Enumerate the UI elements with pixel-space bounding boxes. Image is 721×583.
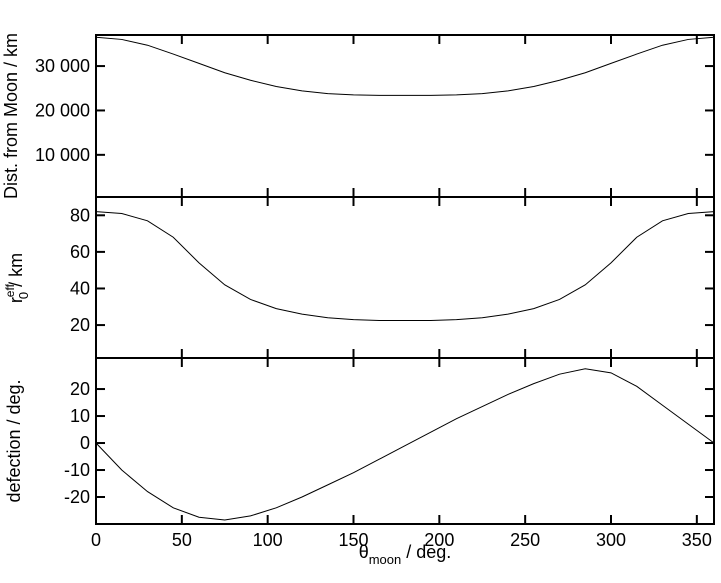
panel-frame — [95, 357, 715, 525]
panel-frame — [95, 196, 715, 359]
x-tick-label: 0 — [91, 530, 101, 550]
label-rest: / km — [6, 253, 26, 292]
y-tick-label: 80 — [70, 205, 90, 225]
data-line — [95, 368, 715, 521]
label-sup: eff — [3, 283, 17, 297]
y-tick-label: 40 — [70, 278, 90, 298]
x-tick-label: 50 — [172, 530, 192, 550]
label-sub: moon — [369, 552, 402, 567]
y-tick-label: 60 — [70, 242, 90, 262]
label-base: θ — [359, 542, 369, 562]
data-line — [95, 211, 715, 321]
y-tick-label: 20 — [70, 315, 90, 335]
label-base: r — [6, 297, 26, 303]
y-tick-label: 30 000 — [35, 56, 90, 76]
y-tick-label: 10 — [70, 406, 90, 426]
x-tick-label: 100 — [253, 530, 283, 550]
y-axis-label: Dist. from Moon / km — [1, 33, 21, 199]
y-tick-label: 0 — [80, 433, 90, 453]
y-tick-label: -10 — [64, 460, 90, 480]
x-tick-label: 200 — [424, 530, 454, 550]
x-axis-label: θmoon / deg. — [359, 542, 452, 567]
label-rest: / deg. — [401, 542, 451, 562]
x-tick-label: 350 — [682, 530, 712, 550]
y-axis-label: reff0 / km — [3, 253, 31, 303]
y-axis-label: defection / deg. — [4, 379, 24, 502]
data-line — [95, 36, 715, 96]
y-tick-label: 20 000 — [35, 100, 90, 120]
x-tick-label: 250 — [510, 530, 540, 550]
x-tick-label: 150 — [338, 530, 368, 550]
y-tick-label: -20 — [64, 487, 90, 507]
label-sub: 0 — [16, 292, 31, 299]
y-tick-label: 20 — [70, 379, 90, 399]
x-tick-label: 300 — [596, 530, 626, 550]
y-tick-label: 10 000 — [35, 145, 90, 165]
